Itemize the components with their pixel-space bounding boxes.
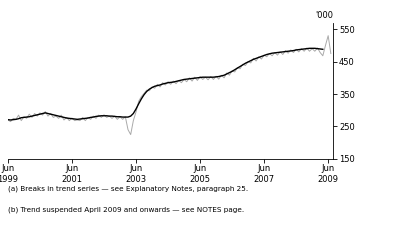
- Text: '000: '000: [316, 11, 333, 20]
- Text: (a) Breaks in trend series — see Explanatory Notes, paragraph 25.: (a) Breaks in trend series — see Explana…: [8, 185, 248, 192]
- Text: (b) Trend suspended April 2009 and onwards — see NOTES page.: (b) Trend suspended April 2009 and onwar…: [8, 207, 244, 213]
